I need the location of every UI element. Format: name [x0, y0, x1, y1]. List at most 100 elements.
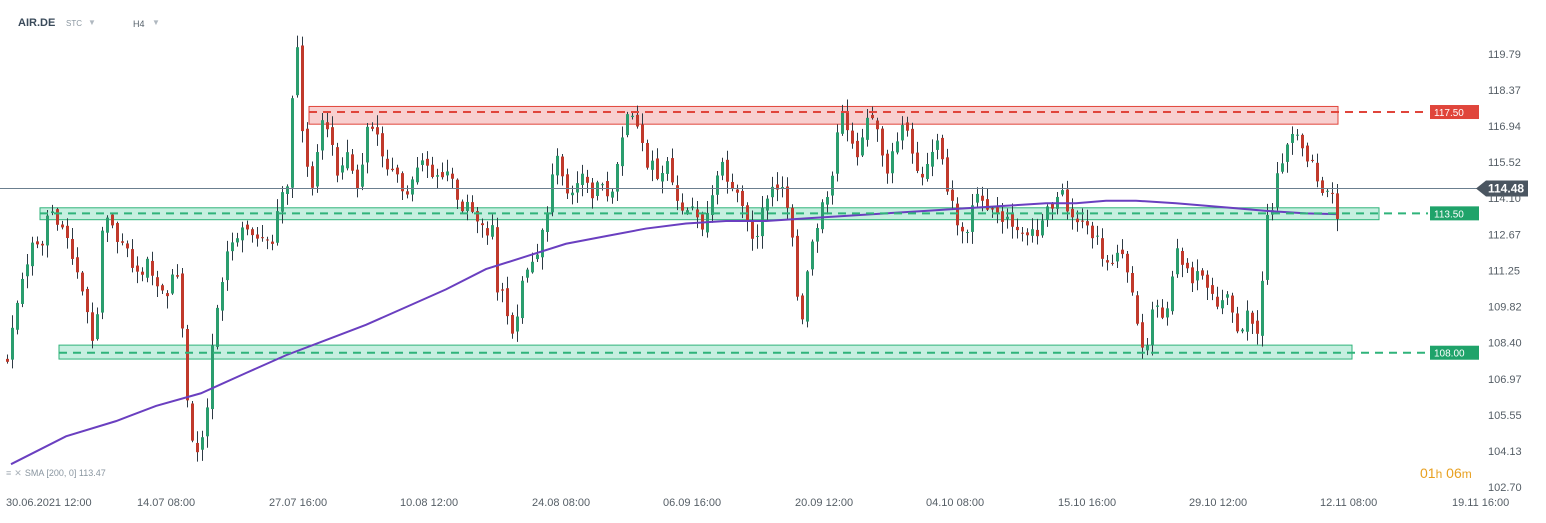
candle-body: [541, 229, 544, 258]
candle-body: [996, 207, 999, 214]
x-tick-label: 24.08 08:00: [532, 497, 590, 509]
candle-body: [31, 242, 34, 267]
y-tick-label: 116.94: [1488, 121, 1521, 133]
candle-body: [681, 202, 684, 211]
candle-body: [216, 307, 219, 347]
candle-body: [1106, 260, 1109, 263]
indicator-settings-icon[interactable]: ≡: [6, 468, 12, 478]
candle-body: [396, 167, 399, 175]
candle-body: [516, 316, 519, 332]
candle-body: [666, 161, 669, 174]
candle-body: [141, 271, 144, 275]
candle-body: [1011, 213, 1014, 227]
candle-body: [906, 122, 909, 131]
candle-body: [371, 126, 374, 129]
candle-body: [41, 243, 44, 246]
candle-body: [191, 403, 194, 441]
candle-body: [566, 174, 569, 194]
candle-body: [36, 241, 39, 245]
candle-body: [291, 98, 294, 188]
candle-body: [551, 174, 554, 213]
candle-body: [241, 227, 244, 241]
candle-body: [561, 156, 564, 177]
candle-body: [111, 214, 114, 226]
x-tick-label: 29.10 12:00: [1189, 497, 1247, 509]
candle-body: [526, 269, 529, 278]
candle-body: [736, 189, 739, 193]
zones-layer: [39, 105, 1380, 360]
candle-body: [91, 312, 94, 341]
candle-body: [1161, 307, 1164, 318]
candle-body: [691, 206, 694, 208]
candle-body: [1116, 252, 1119, 262]
candle-body: [801, 295, 804, 320]
candle-body: [1256, 320, 1259, 334]
candle-body: [856, 140, 859, 158]
candle-body: [256, 234, 259, 239]
candle-body: [321, 120, 324, 151]
candle-body: [1146, 345, 1149, 351]
candle-body: [1206, 274, 1209, 288]
countdown-h-unit: h: [1435, 467, 1443, 481]
candle-body: [476, 211, 479, 222]
candle-body: [46, 215, 49, 246]
candle-body: [231, 242, 234, 252]
source-label[interactable]: STC: [66, 19, 82, 28]
candle-body: [156, 277, 159, 287]
candle-body: [81, 272, 84, 292]
candle-body: [891, 151, 894, 174]
sma-layer: [10, 199, 1337, 466]
candle-body: [741, 190, 744, 206]
candle-body: [961, 226, 964, 232]
countdown-minutes: 06: [1446, 465, 1462, 481]
candle-body: [546, 213, 549, 232]
candle-body: [1311, 159, 1314, 161]
y-tick-label: 111.25: [1488, 265, 1520, 277]
candle-body: [421, 160, 424, 165]
chevron-down-icon[interactable]: ▼: [152, 18, 160, 27]
y-tick-label: 104.13: [1488, 446, 1522, 458]
candle-body: [536, 254, 539, 260]
candle-body: [986, 199, 989, 210]
candle-body: [586, 176, 589, 183]
candle-body: [226, 251, 229, 281]
candle-body: [26, 264, 29, 277]
indicator-legend[interactable]: ≡ ✕ SMA [200, 0] 113.47: [6, 468, 106, 479]
candle-body: [436, 175, 439, 177]
level-zone: [308, 105, 1339, 125]
candle-body: [591, 182, 594, 199]
candle-body: [1226, 294, 1229, 298]
candle-body: [1136, 295, 1139, 324]
chevron-down-icon[interactable]: ▼: [88, 18, 96, 27]
candle-body: [1086, 221, 1089, 226]
candle-body: [991, 208, 994, 210]
timeframe-label[interactable]: H4: [133, 19, 145, 29]
candle-body: [311, 166, 314, 188]
candle-body: [281, 192, 284, 212]
candle-body: [981, 195, 984, 201]
levels-layer: 117.50 113.50 108.00 114.48: [0, 105, 1528, 360]
candle-body: [206, 407, 209, 437]
candle-body: [376, 127, 379, 135]
candle-body: [146, 258, 149, 278]
candle-body: [506, 288, 509, 317]
candle-body: [576, 183, 579, 193]
candle-body: [1286, 144, 1289, 162]
candle-body: [976, 193, 979, 203]
candle-body: [101, 230, 104, 313]
x-tick-label: 30.06.2021 12:00: [6, 497, 92, 509]
candle-body: [86, 288, 89, 313]
candle-body: [56, 209, 59, 225]
candle-body: [731, 181, 734, 189]
candle-body: [676, 185, 679, 201]
close-icon[interactable]: ✕: [14, 468, 22, 478]
x-tick-label: 12.11 08:00: [1320, 497, 1377, 509]
candle-body: [1131, 273, 1134, 293]
symbol-label[interactable]: AIR.DE: [18, 17, 56, 29]
candle-body: [616, 163, 619, 192]
candle-body: [806, 271, 809, 322]
candle-body: [656, 158, 659, 179]
candle-body: [1291, 133, 1294, 143]
